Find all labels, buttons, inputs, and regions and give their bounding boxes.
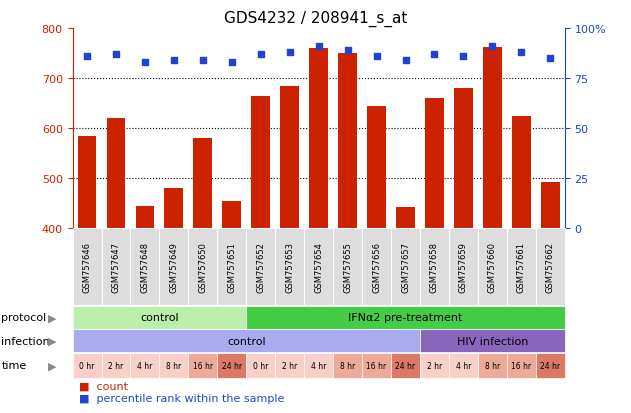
Point	[198, 57, 208, 64]
Text: 24 hr: 24 hr	[540, 361, 560, 370]
Text: 2 hr: 2 hr	[109, 361, 124, 370]
Point	[227, 59, 237, 66]
Bar	[309, 49, 328, 229]
Point	[285, 50, 295, 56]
Bar	[425, 99, 444, 229]
Text: GSM757660: GSM757660	[488, 242, 497, 292]
Text: time: time	[1, 361, 27, 370]
Bar	[165, 189, 183, 229]
Text: 0 hr: 0 hr	[80, 361, 95, 370]
Text: GSM757652: GSM757652	[256, 242, 265, 292]
Point	[140, 59, 150, 66]
Text: 16 hr: 16 hr	[193, 361, 213, 370]
Point	[458, 54, 468, 60]
Bar	[222, 201, 241, 229]
Text: 4 hr: 4 hr	[311, 361, 326, 370]
Text: infection: infection	[1, 336, 50, 346]
Point	[169, 57, 179, 64]
Text: protocol: protocol	[1, 312, 47, 323]
Text: GSM757650: GSM757650	[198, 242, 208, 292]
Text: 8 hr: 8 hr	[485, 361, 500, 370]
Text: 8 hr: 8 hr	[340, 361, 355, 370]
Text: GSM757653: GSM757653	[285, 242, 294, 292]
Bar	[251, 96, 270, 229]
Text: 2 hr: 2 hr	[282, 361, 297, 370]
Text: GSM757659: GSM757659	[459, 242, 468, 292]
Text: 24 hr: 24 hr	[221, 361, 242, 370]
Text: 16 hr: 16 hr	[511, 361, 531, 370]
Point	[516, 50, 526, 56]
Text: HIV infection: HIV infection	[457, 336, 528, 346]
Point	[487, 44, 497, 50]
Text: GSM757657: GSM757657	[401, 242, 410, 292]
Point	[430, 52, 440, 58]
Text: GSM757654: GSM757654	[314, 242, 323, 292]
Bar	[454, 89, 473, 229]
Text: GSM757651: GSM757651	[227, 242, 236, 292]
Point	[314, 44, 324, 50]
Bar	[280, 86, 299, 229]
Text: 4 hr: 4 hr	[456, 361, 471, 370]
Text: GSM757661: GSM757661	[517, 242, 526, 292]
Text: GSM757658: GSM757658	[430, 242, 439, 292]
Bar	[367, 107, 386, 229]
Text: GSM757655: GSM757655	[343, 242, 352, 292]
Bar	[194, 139, 212, 229]
Text: 24 hr: 24 hr	[396, 361, 416, 370]
Text: ▶: ▶	[47, 336, 56, 346]
Bar	[541, 182, 560, 229]
Text: 0 hr: 0 hr	[253, 361, 268, 370]
Text: IFNα2 pre-treatment: IFNα2 pre-treatment	[348, 312, 463, 323]
Text: 16 hr: 16 hr	[367, 361, 387, 370]
Bar	[396, 207, 415, 229]
Text: ▶: ▶	[47, 312, 56, 323]
Point	[401, 57, 411, 64]
Text: GSM757648: GSM757648	[141, 242, 150, 292]
Text: 8 hr: 8 hr	[167, 361, 182, 370]
Bar	[338, 54, 357, 229]
Point	[343, 47, 353, 54]
Text: GSM757656: GSM757656	[372, 242, 381, 292]
Point	[256, 52, 266, 58]
Text: GSM757649: GSM757649	[169, 242, 179, 292]
Point	[82, 54, 92, 60]
Text: GDS4232 / 208941_s_at: GDS4232 / 208941_s_at	[224, 10, 407, 26]
Bar	[512, 116, 531, 229]
Point	[372, 54, 382, 60]
Bar	[107, 119, 126, 229]
Text: ■  count: ■ count	[79, 381, 128, 391]
Bar	[483, 47, 502, 229]
Bar	[136, 206, 155, 229]
Point	[545, 56, 555, 62]
Text: GSM757646: GSM757646	[83, 242, 91, 292]
Text: 2 hr: 2 hr	[427, 361, 442, 370]
Bar	[78, 136, 97, 229]
Text: control: control	[227, 336, 266, 346]
Text: GSM757662: GSM757662	[546, 242, 555, 292]
Text: GSM757647: GSM757647	[112, 242, 121, 292]
Point	[111, 52, 121, 58]
Text: ■  percentile rank within the sample: ■ percentile rank within the sample	[79, 393, 284, 403]
Text: ▶: ▶	[47, 361, 56, 370]
Text: 4 hr: 4 hr	[138, 361, 153, 370]
Text: control: control	[140, 312, 179, 323]
